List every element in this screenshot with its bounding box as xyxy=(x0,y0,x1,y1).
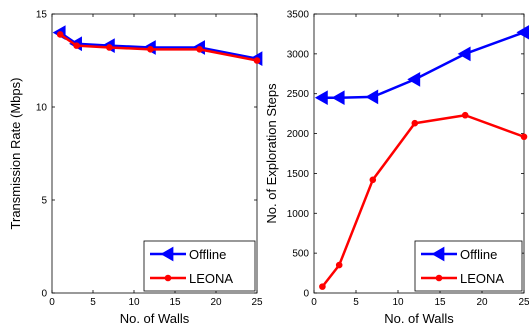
series-line-offline xyxy=(322,31,525,99)
legend-marker-leona xyxy=(435,274,443,282)
data-point-leona xyxy=(335,261,343,269)
y-tick-label: 10 xyxy=(36,103,48,114)
y-tick-label: 1500 xyxy=(287,169,310,180)
legend-label-leona: LEONA xyxy=(189,271,233,286)
y-tick-label: 5 xyxy=(41,196,47,207)
legend-marker-leona xyxy=(164,274,172,282)
y-tick-label: 500 xyxy=(292,249,309,260)
legend-box xyxy=(143,240,256,292)
legend-box xyxy=(414,240,523,292)
y-axis-label: Transmission Rate (Mbps) xyxy=(8,78,23,230)
data-point-leona xyxy=(147,46,154,53)
y-tick-label: 1000 xyxy=(287,209,310,220)
data-point-leona xyxy=(461,111,469,119)
x-tick-label: 10 xyxy=(128,297,140,308)
legend-label-offline: Offline xyxy=(189,247,226,262)
data-point-offline xyxy=(407,72,421,87)
x-tick-label: 15 xyxy=(169,297,181,308)
y-tick-label: 2000 xyxy=(287,129,310,140)
legend-marker-offline xyxy=(160,246,174,262)
legend-marker-offline xyxy=(431,246,445,262)
data-point-leona xyxy=(73,42,80,49)
x-tick-label: 20 xyxy=(210,297,222,308)
x-tick-label: 20 xyxy=(476,297,488,308)
x-tick-label: 15 xyxy=(434,297,446,308)
x-axis-label: No. of Walls xyxy=(384,311,454,326)
chart-1: 0 5 10 15 20 25 0 5 10 15 No. of Walls Transmission… xyxy=(8,10,263,326)
chart-2: 0 5 10 15 20 25 0 500 1000 1500 2000 2500 3000 3500 No… xyxy=(264,10,529,326)
y-axis-label: No. of Exploration Steps xyxy=(264,83,279,224)
y-tick-label: 3500 xyxy=(287,10,310,21)
axes-box xyxy=(51,13,258,294)
data-point-leona xyxy=(369,176,377,184)
x-tick-label: 5 xyxy=(353,297,359,308)
data-point-leona xyxy=(253,57,261,64)
data-point-offline xyxy=(516,25,529,40)
data-point-offline xyxy=(331,90,345,106)
x-tick-label: 0 xyxy=(311,297,317,308)
x-tick-label: 25 xyxy=(251,297,263,308)
data-point-leona xyxy=(411,119,419,127)
x-tick-label: 0 xyxy=(49,297,55,308)
y-tick-label: 0 xyxy=(303,289,309,300)
data-point-leona xyxy=(520,133,528,141)
y-tick-label: 2500 xyxy=(287,89,310,100)
data-point-leona xyxy=(106,44,113,51)
series-line-leona xyxy=(321,113,525,288)
data-point-leona xyxy=(196,46,203,53)
x-tick-label: 5 xyxy=(90,297,96,308)
data-point-leona xyxy=(56,31,64,38)
axes-box xyxy=(313,13,525,294)
x-tick-label: 10 xyxy=(392,297,404,308)
data-point-leona xyxy=(319,283,326,290)
legend-label-offline: Offline xyxy=(460,247,497,262)
legend-label-leona: LEONA xyxy=(460,271,504,286)
data-point-offline xyxy=(457,46,471,62)
x-tick-label: 25 xyxy=(518,297,529,308)
series-line-leona xyxy=(59,33,258,62)
x-axis-label: No. of Walls xyxy=(120,311,190,326)
data-point-offline xyxy=(314,90,328,106)
y-tick-label: 0 xyxy=(41,289,47,300)
y-tick-label: 15 xyxy=(36,10,48,21)
data-point-offline xyxy=(365,89,379,105)
y-tick-label: 3000 xyxy=(287,49,310,60)
